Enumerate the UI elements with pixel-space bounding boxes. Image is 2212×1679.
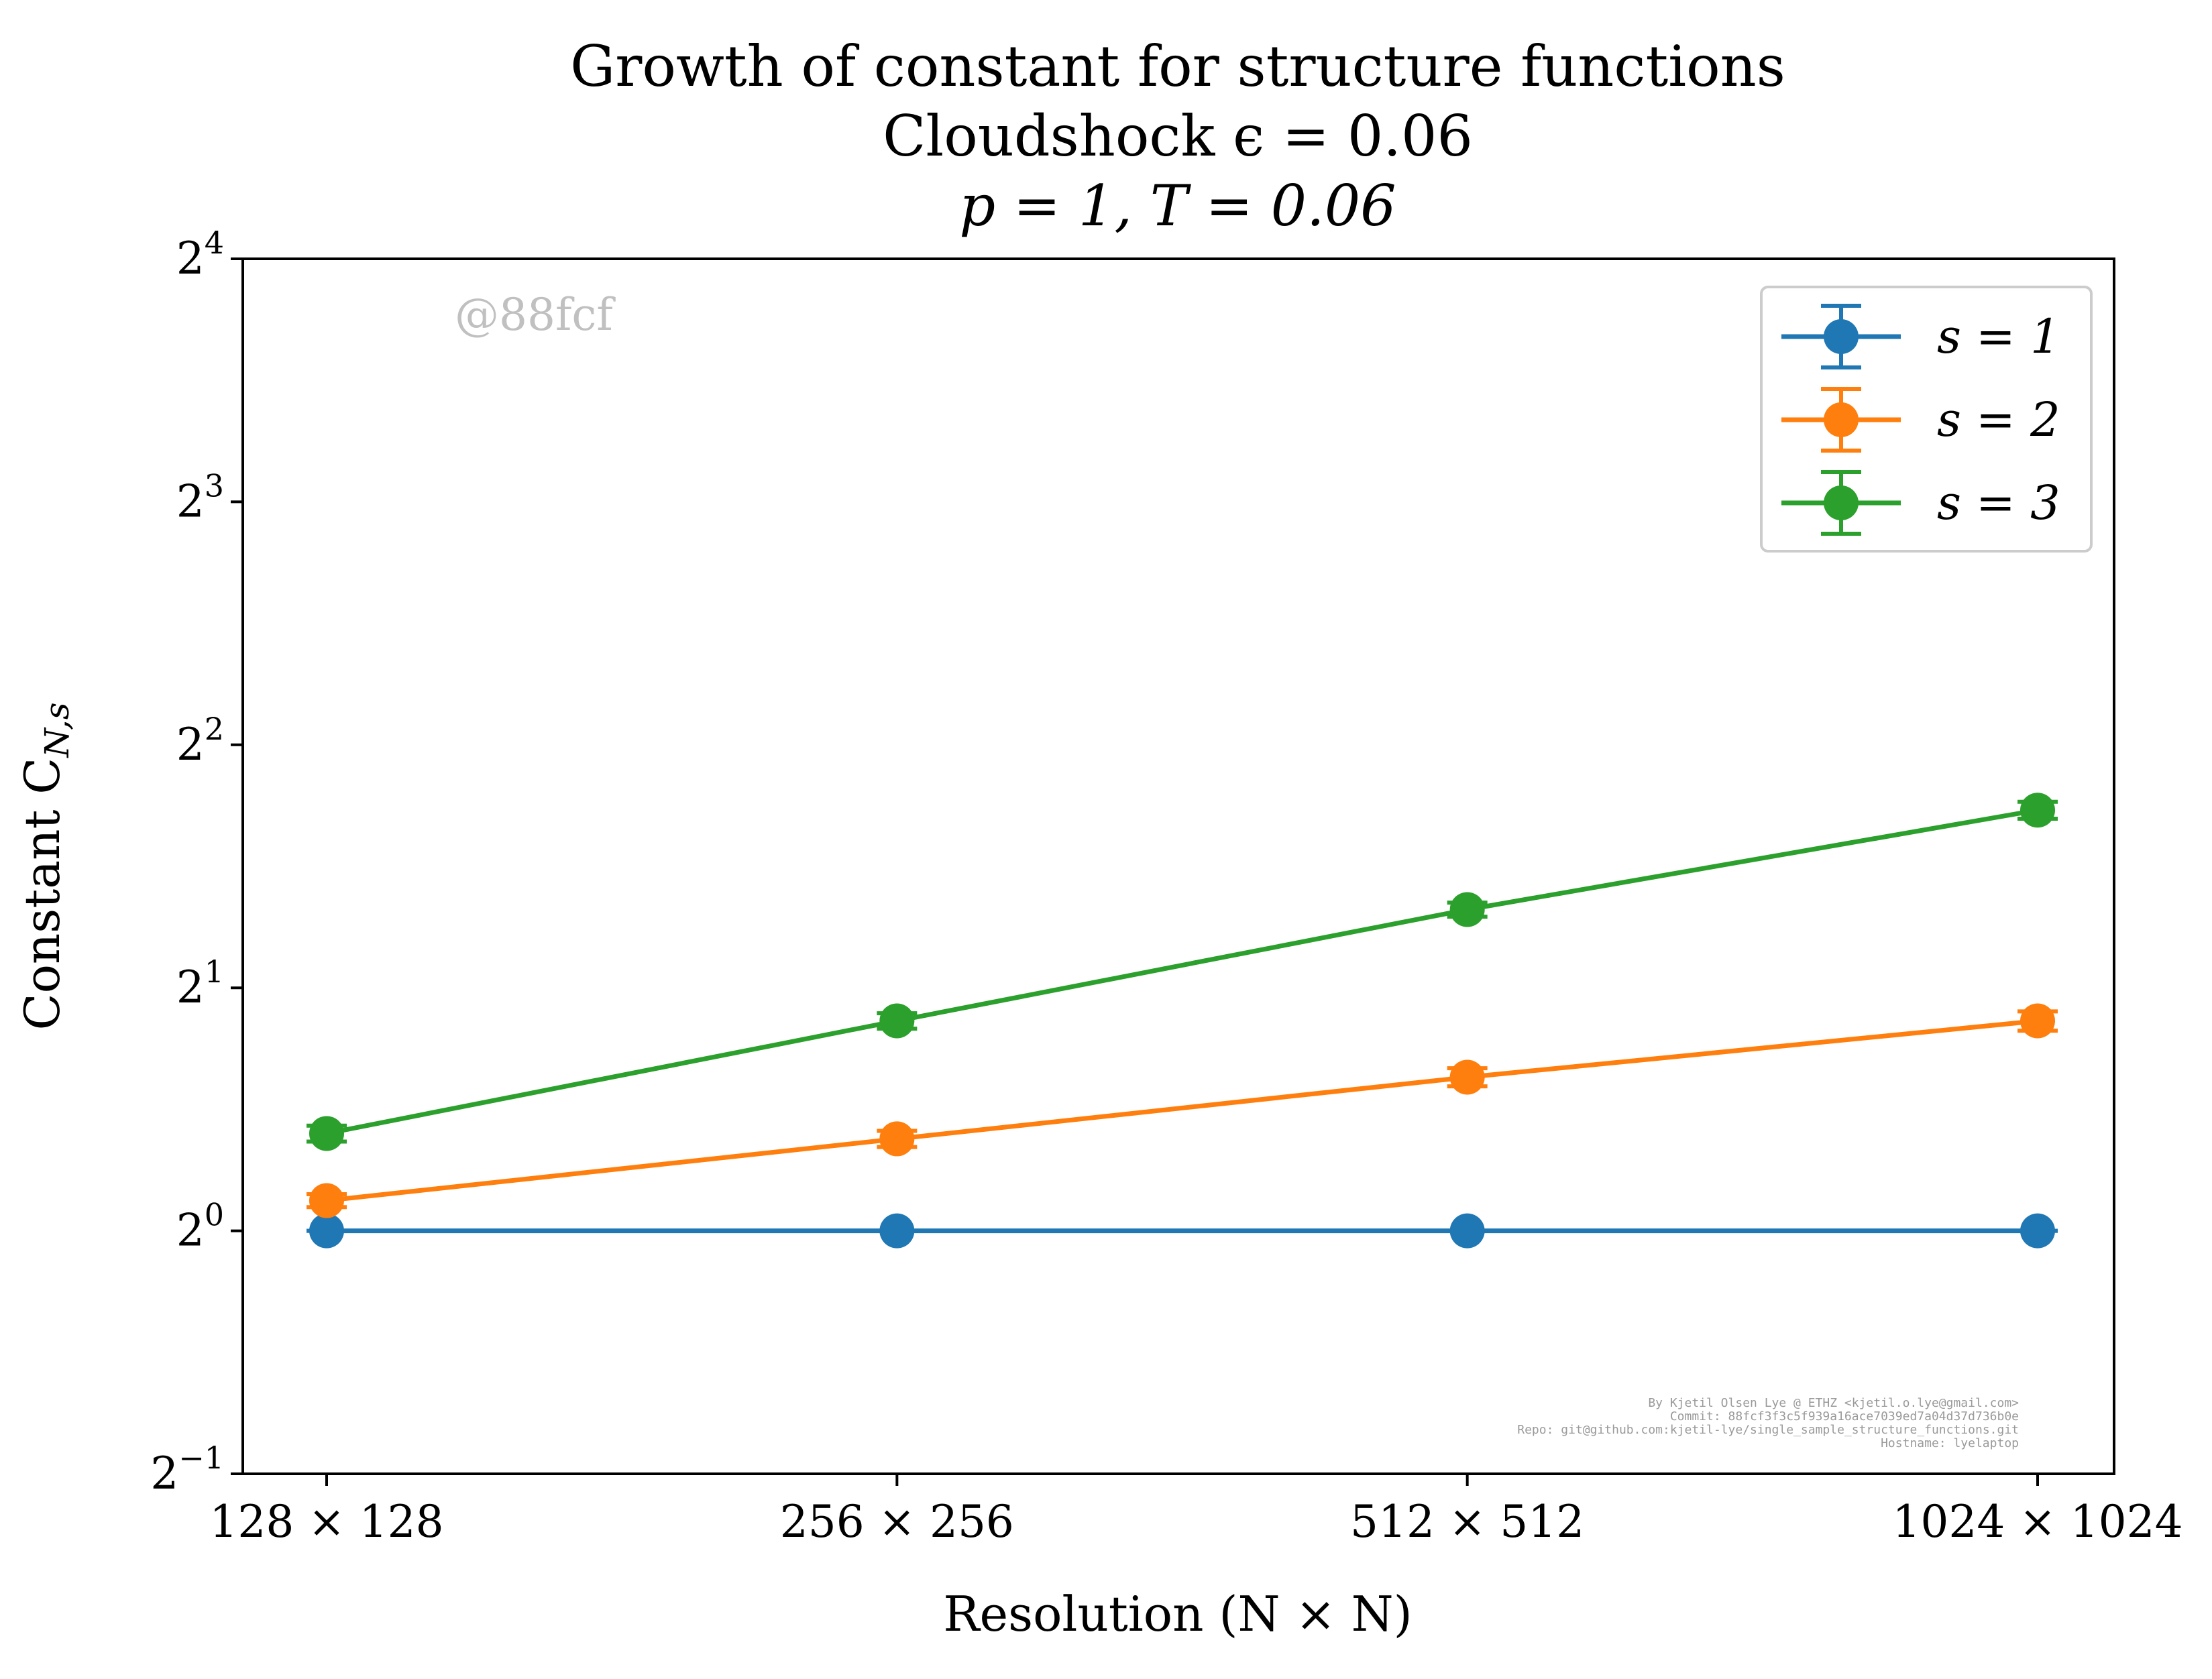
chart-title-line-1: Growth of constant for structure functio… — [570, 34, 1785, 99]
x-tick-label: 256 × 256 — [780, 1496, 1014, 1548]
y-axis-label-main: Constant C — [14, 758, 70, 1031]
data-point — [1449, 1059, 1485, 1095]
data-point — [2020, 1003, 2055, 1039]
credits-line-2: Commit: 88fcf3f3c5f939a16ace7039ed7a04d3… — [1670, 1409, 2019, 1424]
legend-marker — [1824, 402, 1859, 437]
x-axis-label: Resolution (N × N) — [943, 1586, 1412, 1642]
series-3 — [307, 793, 2058, 1151]
data-point — [879, 1003, 915, 1039]
legend-label: s = 2 — [1937, 392, 2060, 447]
data-point — [309, 1213, 344, 1249]
legend-entry-3: s = 3 — [1781, 470, 2060, 536]
data-point — [879, 1121, 915, 1157]
data-point — [1449, 1213, 1485, 1249]
data-point — [309, 1116, 344, 1151]
x-tick-label: 1024 × 1024 — [1892, 1496, 2182, 1548]
data-point — [1449, 892, 1485, 927]
svg-text:Constant CN,s: Constant CN,s — [14, 702, 76, 1030]
y-tick-label: 22 — [176, 711, 224, 770]
series-layer — [307, 793, 2058, 1249]
y-tick-label: 23 — [176, 467, 224, 527]
chart-title: Growth of constant for structure functio… — [570, 34, 1785, 239]
credits-line-3: Repo: git@github.com:kjetil-lye/single_s… — [1517, 1423, 2019, 1437]
y-axis-label: Constant CN,s — [14, 702, 76, 1030]
y-tick-label: 21 — [176, 953, 224, 1013]
data-point — [2020, 793, 2055, 828]
y-tick-label: 24 — [176, 225, 224, 284]
credits-line-1: By Kjetil Olsen Lye @ ETHZ <kjetil.o.lye… — [1648, 1396, 2019, 1410]
series-line — [326, 1019, 2038, 1204]
y-axis-label-sub: N,s — [38, 702, 76, 758]
x-tick-label: 128 × 128 — [209, 1496, 443, 1548]
chart-title-line-2: Cloudshock ϵ = 0.06 — [883, 103, 1473, 169]
y-tick-label: 20 — [176, 1197, 224, 1257]
y-axis: 2−1 20 21 22 23 24 — [150, 225, 243, 1499]
legend: s = 1 s = 2 s = 3 — [1760, 286, 2093, 553]
legend-entry-1: s = 1 — [1781, 304, 2060, 369]
series-line — [326, 807, 2038, 1136]
legend-label: s = 3 — [1937, 475, 2060, 530]
credits: By Kjetil Olsen Lye @ ETHZ <kjetil.o.lye… — [1517, 1396, 2019, 1450]
plot-area-frame — [241, 257, 2115, 1475]
x-axis: 128 × 128 256 × 256 512 × 512 1024 × 1024 — [209, 1474, 2183, 1548]
x-tick-label: 512 × 512 — [1350, 1496, 1584, 1548]
credits-line-4: Hostname: lyelaptop — [1881, 1436, 2019, 1450]
data-point — [879, 1213, 915, 1249]
series-1 — [307, 1213, 2058, 1249]
legend-marker — [1824, 319, 1859, 354]
data-point — [309, 1183, 344, 1218]
chart-title-line-3: p = 1, T = 0.06 — [959, 173, 1396, 239]
y-tick-label: 2−1 — [150, 1440, 224, 1499]
legend-entry-2: s = 2 — [1781, 387, 2060, 453]
series-2 — [307, 1003, 2058, 1218]
watermark: @88fcf — [455, 289, 616, 341]
data-point — [2020, 1213, 2055, 1249]
legend-label: s = 1 — [1937, 309, 2060, 364]
legend-marker — [1824, 485, 1859, 520]
